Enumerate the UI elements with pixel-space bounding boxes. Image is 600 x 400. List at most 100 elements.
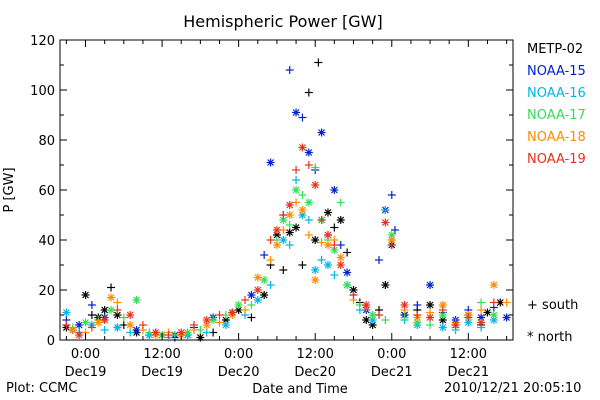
- data-point-north: [260, 291, 269, 299]
- data-point-north: [75, 331, 84, 339]
- north-marker-symbol: *: [527, 330, 534, 345]
- data-point-north: [100, 306, 109, 314]
- data-point-north: [253, 286, 262, 294]
- data-point-north: [209, 316, 218, 324]
- data-point-south: [387, 191, 396, 199]
- data-point-south: [477, 306, 486, 314]
- plot-source-label: Plot: CCMC: [6, 381, 78, 396]
- x-tick-time-label: 0:00: [71, 347, 100, 362]
- data-point-north: [279, 236, 288, 244]
- data-point-north: [483, 308, 492, 317]
- data-point-north: [177, 328, 186, 337]
- south-marker-symbol: +: [527, 298, 538, 313]
- data-point-south: [138, 321, 147, 329]
- data-point-south: [247, 313, 256, 322]
- data-point-south: [311, 163, 320, 172]
- data-point-south: [330, 271, 339, 279]
- data-point-south: [87, 301, 96, 309]
- data-point-north: [126, 311, 135, 319]
- data-point-north: [323, 208, 332, 217]
- data-point-north: [202, 316, 211, 324]
- data-point-south: [292, 198, 301, 207]
- data-point-south: [317, 216, 326, 224]
- data-point-south: [477, 298, 486, 307]
- data-point-north: [247, 291, 256, 299]
- data-point-north: [489, 316, 498, 324]
- data-point-north: [336, 216, 345, 224]
- data-point-south: [62, 321, 71, 329]
- x-tick-time-label: 12:00: [143, 347, 180, 362]
- data-point-north: [221, 321, 230, 329]
- legend-marker-north: * north: [527, 330, 573, 345]
- data-point-south: [87, 323, 96, 332]
- data-point-south: [107, 283, 116, 292]
- x-tick-time-label: 12:00: [450, 347, 487, 362]
- data-point-north: [75, 321, 84, 329]
- data-point-north: [234, 301, 243, 309]
- data-point-north: [292, 223, 301, 232]
- data-point-north: [298, 211, 307, 219]
- data-point-north: [253, 296, 262, 304]
- data-point-north: [81, 291, 90, 299]
- x-tick-date-label: Dec19: [65, 365, 107, 380]
- data-point-north: [68, 326, 77, 334]
- data-point-north: [400, 301, 409, 309]
- data-point-north: [266, 158, 275, 167]
- data-point-north: [323, 231, 332, 239]
- data-point-south: [113, 306, 122, 314]
- data-point-south: [266, 281, 275, 289]
- data-point-north: [113, 323, 122, 332]
- series-metp-02: [62, 58, 505, 342]
- data-point-south: [438, 306, 447, 314]
- data-points: [62, 58, 511, 342]
- plot-timestamp: 2010/12/21 20:05:10: [444, 381, 582, 396]
- data-point-south: [400, 313, 409, 322]
- data-point-south: [317, 256, 326, 264]
- x-tick-date-label: Dec21: [371, 365, 413, 380]
- data-point-south: [292, 166, 301, 174]
- data-point-north: [304, 148, 313, 157]
- y-tick-label: 40: [38, 234, 55, 249]
- data-point-north: [426, 301, 435, 309]
- x-axis-label: Date and Time: [252, 382, 348, 397]
- x-tick-date-label: Dec20: [294, 365, 336, 380]
- data-point-north: [477, 318, 486, 327]
- data-point-north: [362, 301, 371, 309]
- data-point-south: [292, 176, 301, 184]
- data-point-south: [87, 311, 96, 319]
- x-tick-date-label: Dec21: [447, 365, 489, 380]
- data-point-north: [298, 206, 307, 214]
- chart-title: Hemispheric Power [GW]: [183, 12, 382, 31]
- data-point-south: [375, 311, 384, 319]
- data-point-north: [426, 313, 435, 322]
- plot-border: [59, 39, 514, 341]
- data-point-north: [426, 281, 435, 289]
- data-point-south: [279, 211, 288, 219]
- legend-marker-south: + south: [527, 298, 578, 313]
- data-point-north: [202, 321, 211, 329]
- data-point-north: [336, 253, 345, 262]
- data-point-north: [489, 311, 498, 319]
- series-noaa-17: [68, 163, 498, 339]
- legend-item-noaa-16: NOAA-16: [527, 86, 586, 101]
- data-point-south: [164, 331, 173, 339]
- data-point-north: [100, 316, 109, 324]
- data-point-south: [304, 231, 313, 239]
- legend-item-noaa-17: NOAA-17: [527, 108, 586, 123]
- data-point-north: [381, 281, 390, 289]
- data-point-south: [202, 328, 211, 337]
- data-point-south: [260, 251, 269, 259]
- legend-item-noaa-19: NOAA-19: [527, 152, 586, 167]
- data-point-south: [304, 161, 313, 169]
- data-point-south: [285, 221, 294, 229]
- data-point-north: [311, 181, 320, 189]
- data-point-north: [343, 268, 352, 277]
- series-noaa-19: [62, 143, 498, 339]
- data-point-south: [390, 226, 399, 234]
- data-point-north: [260, 276, 269, 284]
- data-point-north: [311, 236, 320, 244]
- data-point-south: [100, 326, 109, 334]
- data-point-south: [349, 291, 358, 299]
- data-point-north: [451, 321, 460, 329]
